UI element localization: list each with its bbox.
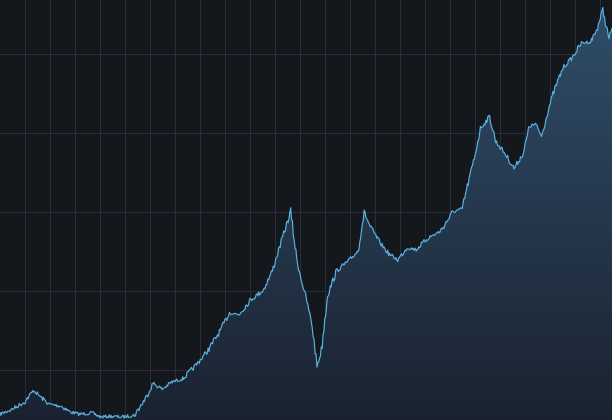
area-fill — [0, 7, 612, 420]
series-line — [0, 6, 612, 419]
